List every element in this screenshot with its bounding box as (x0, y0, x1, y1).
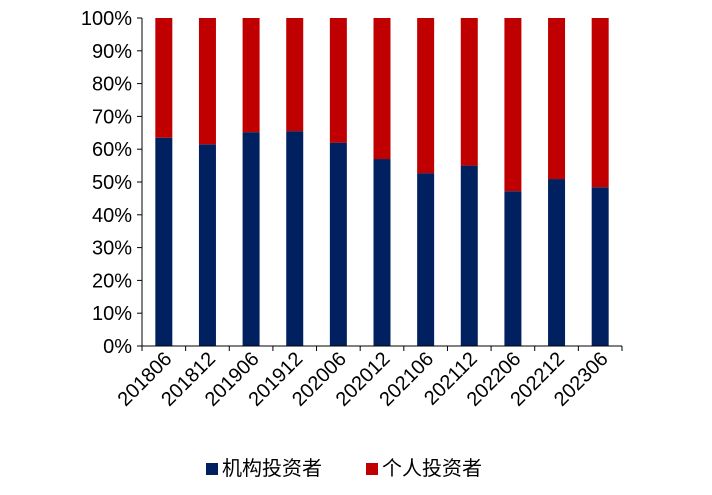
bar-institutional-202006 (329, 142, 347, 346)
y-tick-label: 90% (92, 41, 132, 63)
y-tick-label: 30% (92, 238, 132, 260)
bar-individual-202212 (548, 18, 566, 180)
y-axis: 0% 10% 20% 30% 40% 50% 60% 70% 80% 90% 100% (81, 8, 143, 358)
legend-swatch-institutional (206, 463, 218, 475)
plot-area (155, 18, 609, 346)
bar-institutional-202212 (548, 179, 566, 346)
bar-institutional-202012 (373, 159, 391, 346)
y-tick-label: 40% (92, 205, 132, 227)
bar-individual-202112 (460, 18, 478, 166)
y-tick-label: 20% (92, 270, 132, 292)
y-tick-label: 80% (92, 74, 132, 96)
legend-label-institutional: 机构投资者 (222, 456, 322, 480)
bar-individual-202006 (329, 18, 347, 143)
bar-individual-201812 (198, 18, 216, 145)
legend-label-individual: 个人投资者 (382, 456, 482, 480)
bar-institutional-202306 (591, 187, 609, 346)
bar-institutional-201912 (286, 131, 304, 346)
y-tick-label: 10% (92, 303, 132, 325)
bar-institutional-201806 (155, 137, 173, 346)
bar-institutional-202106 (417, 173, 435, 346)
bar-individual-201906 (242, 18, 260, 133)
bar-individual-202206 (504, 18, 522, 192)
y-tick-label: 100% (81, 8, 132, 30)
bar-institutional-202206 (504, 191, 522, 346)
y-tick-label: 70% (92, 106, 132, 128)
y-tick-label: 60% (92, 139, 132, 161)
legend: 机构投资者 个人投资者 (206, 456, 482, 480)
bar-individual-201806 (155, 18, 173, 138)
y-tick-label: 50% (92, 172, 132, 194)
bar-institutional-201906 (242, 132, 260, 346)
bar-individual-202306 (591, 18, 609, 188)
bar-institutional-201812 (198, 144, 216, 346)
bar-institutional-202112 (460, 165, 478, 346)
bar-individual-201912 (286, 18, 304, 132)
y-tick-label: 0% (103, 336, 132, 358)
x-axis: 2018062018122019062019122020062020122021… (114, 345, 623, 411)
bar-individual-202012 (373, 18, 391, 160)
bar-individual-202106 (417, 18, 435, 174)
legend-swatch-individual (366, 463, 378, 475)
